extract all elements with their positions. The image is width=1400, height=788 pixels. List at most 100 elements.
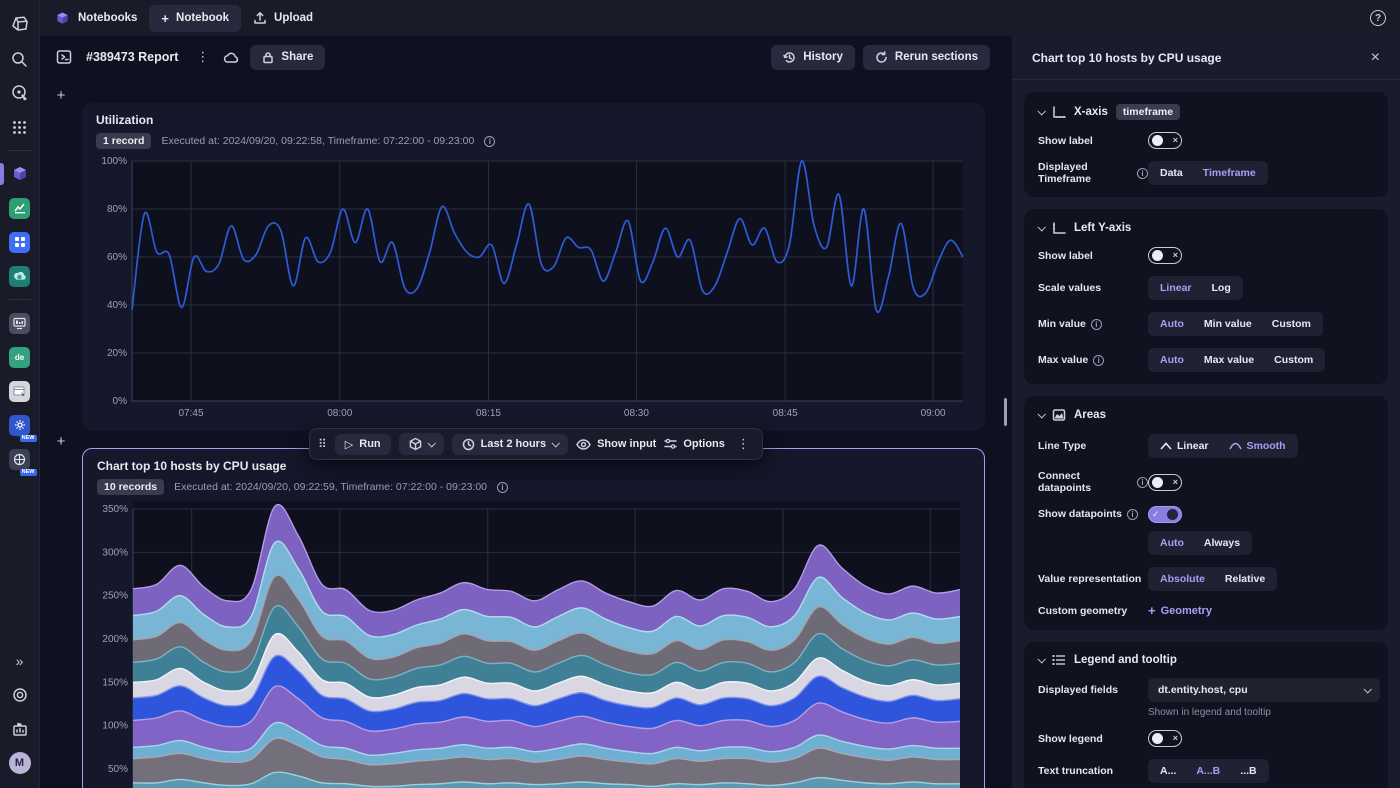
info-icon[interactable]: i xyxy=(1137,476,1148,488)
sidebar-item-notebooks[interactable] xyxy=(0,160,34,188)
notebook-menu-icon[interactable]: ⋮ xyxy=(196,49,210,64)
sidebar-divider xyxy=(8,299,31,300)
svg-text:250%: 250% xyxy=(102,591,128,602)
option-linear[interactable]: Linear xyxy=(1160,282,1192,294)
option-linear[interactable]: Linear xyxy=(1150,436,1219,456)
option-auto[interactable]: Auto xyxy=(1160,318,1184,330)
option-max-value[interactable]: Max value xyxy=(1203,354,1255,366)
svg-text:200%: 200% xyxy=(102,634,128,645)
show-label-toggle[interactable]: × xyxy=(1148,132,1182,149)
cloud-sync-icon[interactable] xyxy=(223,51,240,64)
davis-assistant-icon[interactable] xyxy=(6,79,34,107)
setting-label: Show label xyxy=(1038,134,1093,147)
svg-text:09:00: 09:00 xyxy=(921,408,946,419)
add-geometry-link[interactable]: + Geometry xyxy=(1148,603,1212,618)
min-value-segmented: Auto Min value Custom xyxy=(1148,312,1323,336)
option-always[interactable]: Always xyxy=(1203,537,1241,549)
executed-at-text: Executed at: 2024/09/20, 09:22:58, Timef… xyxy=(161,135,475,147)
info-icon[interactable]: i xyxy=(1137,167,1148,179)
new-notebook-button[interactable]: + Notebook xyxy=(149,4,242,32)
sidebar-item-extensions[interactable]: NEW xyxy=(6,445,37,476)
sidebar-item-clouds[interactable] xyxy=(6,262,34,290)
option-auto[interactable]: Auto xyxy=(1160,537,1184,549)
collapse-chevron-icon[interactable] xyxy=(1037,655,1046,664)
sidebar-item-browser[interactable] xyxy=(6,377,34,405)
displayed-timeframe-segmented: Data Timeframe xyxy=(1148,161,1268,185)
section-utilization[interactable]: Utilization 1 record Executed at: 2024/0… xyxy=(82,103,985,431)
options-button[interactable]: Options xyxy=(664,438,725,450)
show-legend-toggle[interactable]: × xyxy=(1148,730,1182,747)
timeframe-badge: timeframe xyxy=(1115,104,1181,120)
sidebar-item-deployment[interactable]: de xyxy=(6,343,34,371)
info-icon[interactable]: i xyxy=(1127,508,1138,520)
option-timeframe[interactable]: Timeframe xyxy=(1202,167,1256,179)
section-cpu-chart[interactable]: Chart top 10 hosts by CPU usage 10 recor… xyxy=(82,448,985,788)
sidebar-item-workflows[interactable] xyxy=(6,228,34,256)
new-badge: NEW xyxy=(19,468,37,476)
x-axis-icon xyxy=(1053,106,1066,118)
option-min-value[interactable]: Min value xyxy=(1203,318,1252,330)
search-icon[interactable] xyxy=(6,45,34,73)
info-icon[interactable]: i xyxy=(1090,318,1102,330)
scrollbar-thumb[interactable] xyxy=(1004,398,1007,426)
option-data[interactable]: Data xyxy=(1160,167,1183,179)
option-truncate-start[interactable]: ...B xyxy=(1240,765,1257,777)
rerun-sections-button[interactable]: Rerun sections xyxy=(862,44,990,70)
add-section-button[interactable]: + xyxy=(56,86,66,104)
add-section-button[interactable]: + xyxy=(56,432,66,450)
collapse-chevron-icon[interactable] xyxy=(1037,410,1046,419)
toggle-x-icon: × xyxy=(1172,733,1178,743)
option-truncate-end[interactable]: A... xyxy=(1160,765,1177,777)
toolbar-menu-icon[interactable]: ⋮ xyxy=(736,436,750,451)
connect-datapoints-toggle[interactable]: × xyxy=(1148,473,1182,491)
svg-text:350%: 350% xyxy=(102,504,128,515)
setting-label: Displayed Timeframe xyxy=(1038,161,1091,185)
user-avatar[interactable]: M xyxy=(6,749,34,777)
show-input-button[interactable]: Show input xyxy=(576,438,656,450)
nav-notebooks[interactable]: Notebooks xyxy=(54,10,137,27)
close-panel-icon[interactable]: × xyxy=(1370,48,1380,66)
xaxis-settings-card: X-axis timeframe Show label × Displayed … xyxy=(1024,92,1388,197)
share-button[interactable]: Share xyxy=(250,44,326,70)
canvas-scrollbar[interactable] xyxy=(1004,78,1008,788)
help-icon[interactable]: ? xyxy=(1370,10,1386,26)
timeframe-selector-button[interactable]: Last 2 hours xyxy=(451,433,569,455)
upload-button[interactable]: Upload xyxy=(253,11,313,25)
option-truncate-middle[interactable]: A...B xyxy=(1196,765,1221,777)
option-relative[interactable]: Relative xyxy=(1224,573,1266,585)
option-custom[interactable]: Custom xyxy=(1274,354,1314,366)
option-custom[interactable]: Custom xyxy=(1271,318,1311,330)
collapse-chevron-icon[interactable] xyxy=(1037,107,1046,116)
option-log[interactable]: Log xyxy=(1211,282,1231,294)
show-datapoints-toggle[interactable]: ✓ xyxy=(1148,506,1182,523)
show-label-toggle[interactable]: × xyxy=(1148,247,1182,264)
dynatrace-logo-icon[interactable] xyxy=(6,11,34,39)
displayed-fields-dropdown[interactable]: dt.entity.host, cpu xyxy=(1148,678,1380,702)
info-icon[interactable]: i xyxy=(484,135,496,147)
sidebar-item-settings-app[interactable]: NEW xyxy=(6,411,37,442)
section-title: Legend and tooltip xyxy=(1074,654,1177,666)
apps-grid-icon[interactable] xyxy=(6,113,34,141)
svg-text:08:45: 08:45 xyxy=(773,408,798,419)
drag-handle-icon[interactable]: ⠿ xyxy=(318,437,327,451)
option-smooth[interactable]: Smooth xyxy=(1219,436,1296,456)
cpu-stacked-area-chart[interactable]: 50% 100% 150% 200% 250% 300% 350% xyxy=(97,501,968,788)
hosts-monitor-icon xyxy=(9,312,30,334)
usage-metrics-icon[interactable] xyxy=(6,715,34,743)
sidebar-item-hosts[interactable] xyxy=(6,309,34,337)
option-auto[interactable]: Auto xyxy=(1160,354,1184,366)
scope-selector-button[interactable] xyxy=(398,433,444,455)
collapse-chevron-icon[interactable] xyxy=(1037,223,1046,232)
setting-label: Custom geometry xyxy=(1038,604,1128,617)
sidebar-item-dashboards[interactable] xyxy=(6,194,34,222)
run-button[interactable]: ▷ Run xyxy=(334,433,391,455)
info-icon[interactable]: i xyxy=(497,481,509,493)
expand-sidebar-icon[interactable]: » xyxy=(15,653,24,669)
toggle-panel-icon[interactable] xyxy=(56,49,72,65)
info-icon[interactable]: i xyxy=(1093,354,1105,366)
history-button[interactable]: History xyxy=(771,44,855,70)
utilization-line-chart[interactable]: 0% 20% 40% 60% 80% 100% 07:45 08:00 08:15 08:30 08… xyxy=(96,155,971,423)
help-lifering-icon[interactable] xyxy=(6,681,34,709)
gear-app-icon xyxy=(9,414,30,436)
option-absolute[interactable]: Absolute xyxy=(1160,573,1205,585)
